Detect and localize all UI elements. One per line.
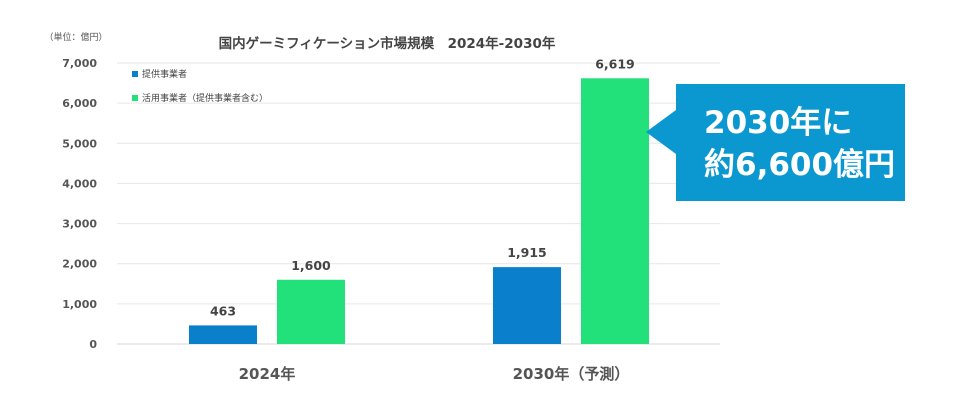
callout-box: 2030年に 約6,600億円 — [646, 84, 905, 201]
y-tick-label: 7,000 — [62, 57, 97, 70]
y-tick-label: 1,000 — [62, 298, 97, 311]
x-tick-label: 2030年（予測） — [513, 365, 630, 383]
grid-layer — [117, 62, 720, 345]
y-tick-label: 6,000 — [62, 97, 97, 110]
bar-value-label: 463 — [210, 303, 236, 318]
bar-value-label: 1,600 — [291, 258, 331, 273]
legend-swatch-provider — [132, 71, 138, 77]
bar-value-label: 6,619 — [595, 56, 635, 71]
legend-swatch-user — [132, 95, 138, 101]
bar — [277, 279, 345, 344]
y-tick-label: 2,000 — [62, 258, 97, 271]
bar — [581, 78, 649, 344]
y-tick-label: 4,000 — [62, 177, 97, 190]
legend-label-provider: 提供事業者 — [142, 68, 187, 80]
y-axis: 0 1,000 2,000 3,000 4,000 5,000 6,000 7,000 — [62, 57, 97, 351]
data-labels: 463 1,915 1,600 6,619 — [210, 56, 635, 318]
legend-label-user: 活用事業者（提供事業者含む） — [142, 92, 268, 104]
y-tick-label: 5,000 — [62, 137, 97, 150]
legend: 提供事業者 活用事業者（提供事業者含む） — [132, 68, 268, 104]
x-axis: 2024年 2030年（予測） — [239, 365, 630, 383]
bar — [493, 267, 561, 344]
chart-title: 国内ゲーミフィケーション市場規模 2024年-2030年 — [219, 35, 556, 52]
bars — [189, 78, 649, 344]
y-tick-label: 0 — [89, 338, 97, 351]
callout-line-2: 約6,600億円 — [704, 147, 896, 183]
callout-line-1: 2030年に — [704, 105, 853, 141]
bar — [189, 325, 257, 344]
x-tick-label: 2024年 — [239, 365, 296, 383]
unit-label: （単位：億円） — [44, 31, 107, 43]
bar-value-label: 1,915 — [507, 245, 547, 260]
y-tick-label: 3,000 — [62, 218, 97, 231]
